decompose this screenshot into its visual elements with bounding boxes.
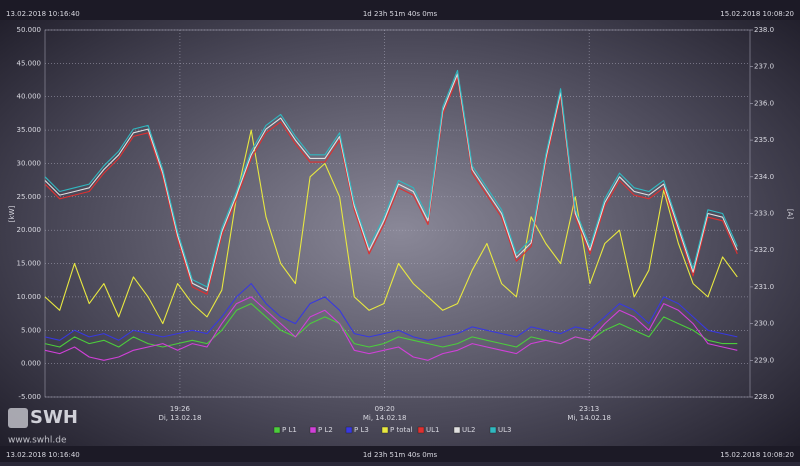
y2-tick-label: 238.0 [754, 26, 774, 34]
legend-swatch [489, 426, 497, 434]
y2-tick-label: 229.0 [754, 356, 774, 364]
x-tick-date: Mi, 14.02.18 [567, 414, 611, 422]
legend-label: P L1 [282, 426, 297, 434]
x-tick-label: 23:13 [579, 405, 599, 413]
legend-label: P L2 [318, 426, 333, 434]
header-center: 1d 23h 51m 40s 0ms [363, 10, 438, 18]
header-left: 13.02.2018 10:16:40 [6, 10, 80, 18]
header-right: 15.02.2018 10:08:20 [720, 10, 794, 18]
y2-tick-label: 234.0 [754, 173, 774, 181]
footer-right: 15.02.2018 10:08:20 [720, 451, 794, 459]
series-line [44, 77, 738, 295]
y2-tick-label: 233.0 [754, 210, 774, 218]
y2-tick-label: 235.0 [754, 136, 774, 144]
series-line [44, 129, 738, 325]
series-line [44, 303, 738, 348]
y2-axis-label: [A] [786, 209, 794, 220]
y2-tick-label: 230.0 [754, 320, 774, 328]
legend-swatch [273, 426, 281, 434]
logo: SWH [30, 407, 78, 428]
footer-center: 1d 23h 51m 40s 0ms [363, 451, 438, 459]
series-line [44, 69, 738, 288]
legend-label: UL1 [426, 426, 439, 434]
y2-tick-label: 236.0 [754, 99, 774, 107]
y-tick-label: 15.000 [17, 260, 42, 268]
y-tick-label: 35.000 [17, 126, 42, 134]
legend-swatch [417, 426, 425, 434]
y-tick-label: 50.000 [17, 26, 42, 34]
header-bar [0, 0, 800, 20]
legend-swatch [309, 426, 317, 434]
legend-label: UL3 [498, 426, 511, 434]
legend-swatch [453, 426, 461, 434]
website: www.swhl.de [8, 436, 67, 446]
y-tick-label: 40.000 [17, 93, 42, 101]
y-tick-label: -5.000 [18, 393, 41, 401]
y-tick-label: 20.000 [17, 226, 42, 234]
x-tick-label: 19:26 [170, 405, 191, 413]
y2-tick-label: 232.0 [754, 246, 774, 254]
y-tick-label: 45.000 [17, 59, 42, 67]
y-tick-label: 5.000 [21, 326, 41, 334]
x-tick-date: Mi, 14.02.18 [363, 414, 407, 422]
legend-label: UL2 [462, 426, 475, 434]
x-tick-label: 09:20 [375, 405, 395, 413]
y-tick-label: 10.000 [17, 293, 42, 301]
series-line [44, 296, 738, 361]
legend-label: P total [390, 426, 413, 434]
series-line [44, 73, 738, 292]
legend-label: P L3 [354, 426, 369, 434]
footer-left: 13.02.2018 10:16:40 [6, 451, 80, 459]
y2-tick-label: 231.0 [754, 283, 774, 291]
legend-swatch [345, 426, 353, 434]
y2-tick-label: 237.0 [754, 63, 774, 71]
y2-tick-label: 228.0 [754, 393, 774, 401]
x-tick-date: Di, 13.02.18 [158, 414, 201, 422]
y-axis-label: [kW] [8, 206, 16, 223]
y-tick-label: 25.000 [17, 193, 42, 201]
y-tick-label: 30.000 [17, 159, 42, 167]
legend-swatch [381, 426, 389, 434]
logo-icon [8, 408, 28, 428]
footer-bar [0, 446, 800, 462]
y-tick-label: 0.000 [21, 360, 41, 368]
series-line [44, 283, 738, 341]
